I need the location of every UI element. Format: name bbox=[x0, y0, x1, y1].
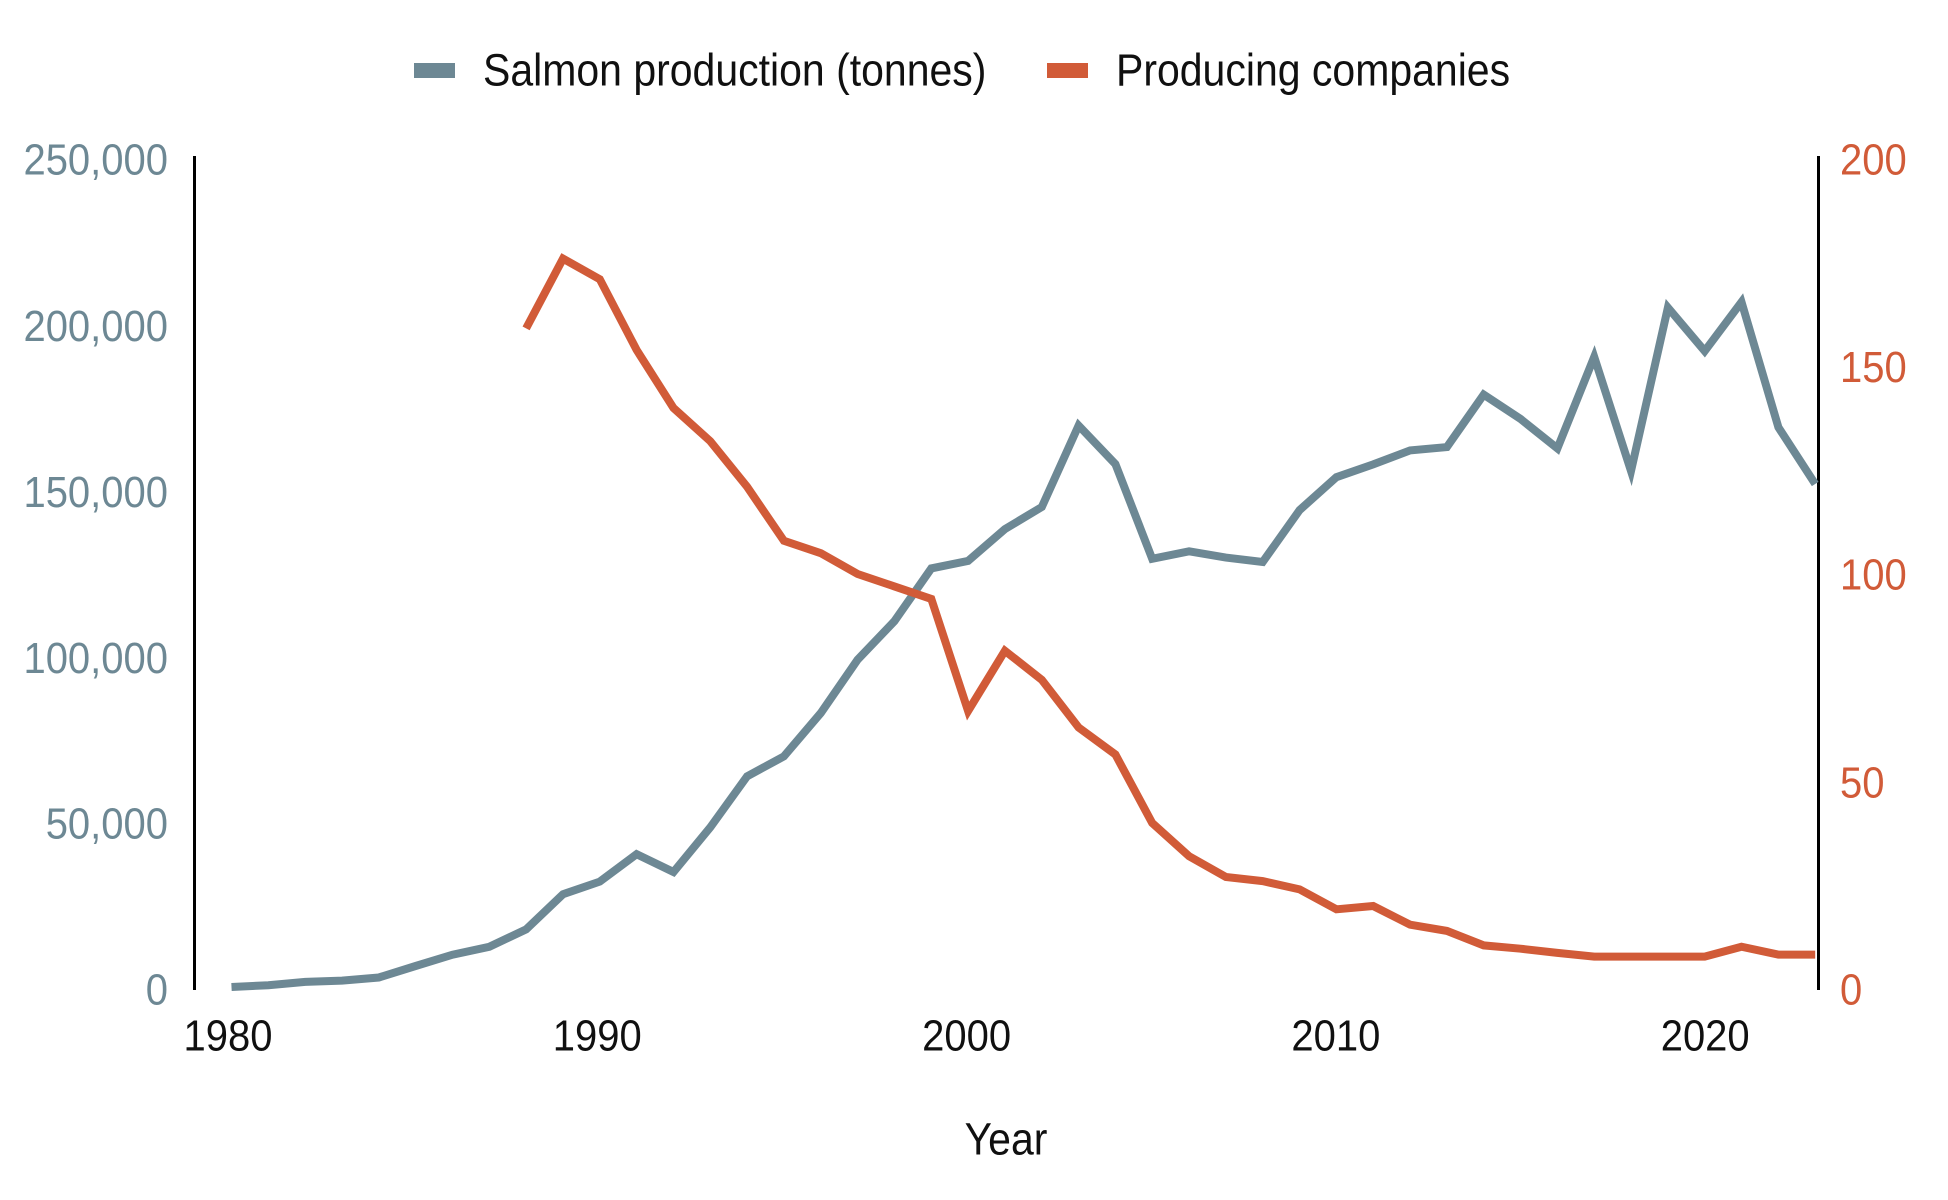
svg-text:2020: 2020 bbox=[1661, 1011, 1750, 1060]
svg-text:150,000: 150,000 bbox=[23, 467, 168, 516]
svg-text:2010: 2010 bbox=[1291, 1011, 1380, 1060]
svg-text:50,000: 50,000 bbox=[46, 799, 168, 848]
svg-text:Year: Year bbox=[965, 1115, 1048, 1165]
svg-text:0: 0 bbox=[146, 965, 168, 1014]
svg-text:100: 100 bbox=[1840, 550, 1907, 599]
svg-text:Producing companies: Producing companies bbox=[1116, 46, 1510, 96]
svg-text:50: 50 bbox=[1840, 758, 1884, 807]
svg-text:1980: 1980 bbox=[184, 1011, 273, 1060]
svg-text:Salmon production (tonnes): Salmon production (tonnes) bbox=[483, 46, 986, 96]
svg-text:200: 200 bbox=[1840, 135, 1907, 184]
svg-text:250,000: 250,000 bbox=[23, 135, 168, 184]
svg-text:100,000: 100,000 bbox=[23, 633, 168, 682]
svg-text:2000: 2000 bbox=[922, 1011, 1011, 1060]
svg-text:200,000: 200,000 bbox=[23, 301, 168, 350]
svg-text:150: 150 bbox=[1840, 342, 1907, 391]
svg-text:1990: 1990 bbox=[553, 1011, 642, 1060]
svg-text:0: 0 bbox=[1840, 965, 1862, 1014]
